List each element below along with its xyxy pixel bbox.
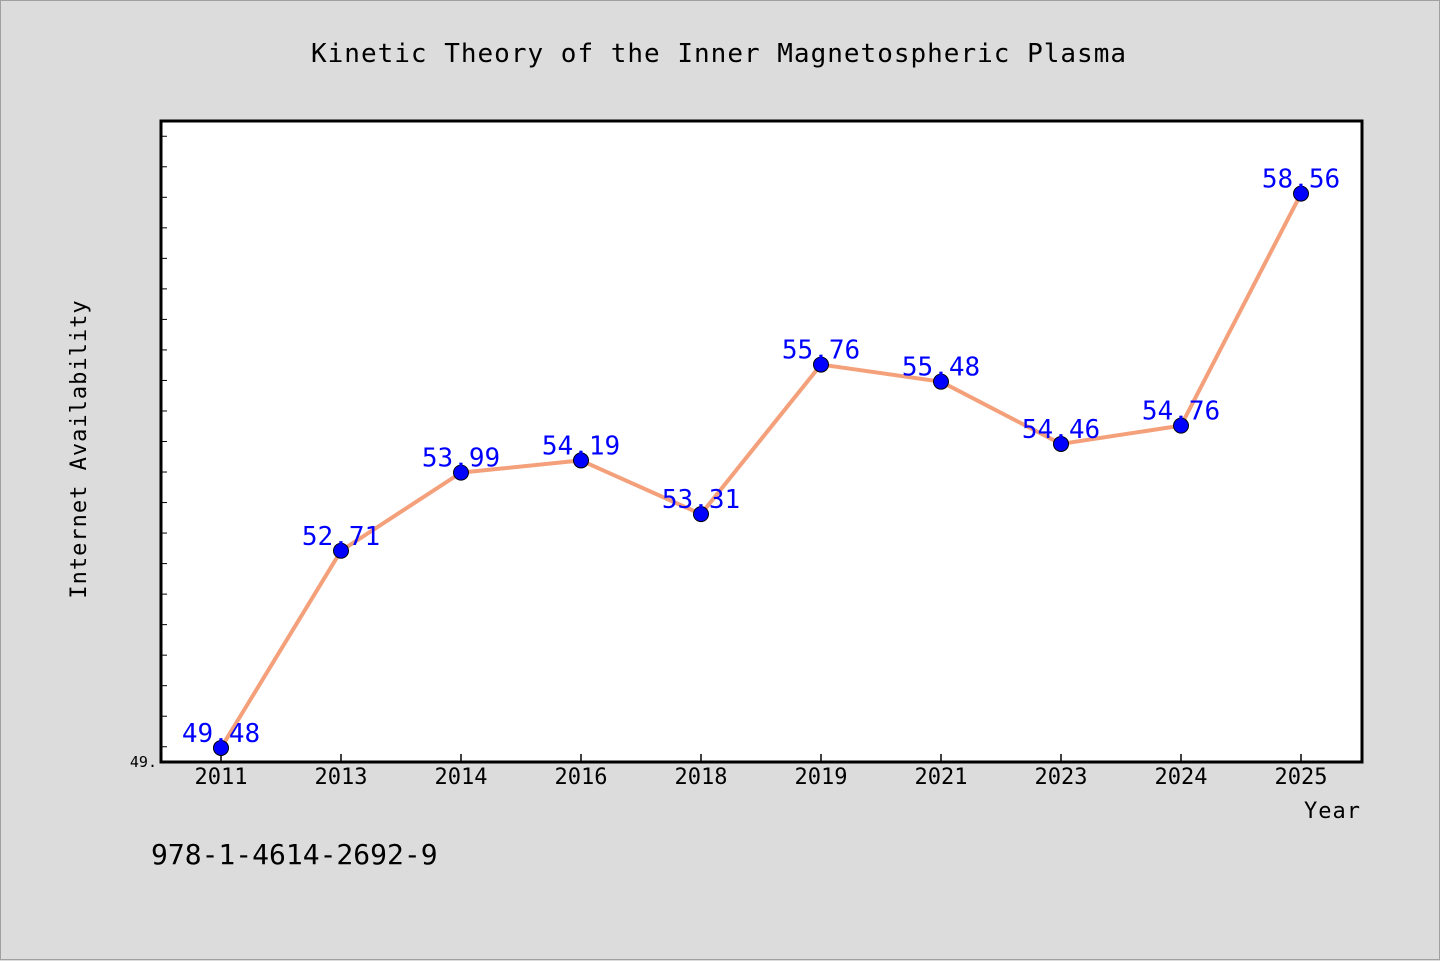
x-tick-label: 2024 bbox=[1155, 765, 1208, 790]
data-point bbox=[813, 356, 829, 373]
x-tick-label: 2014 bbox=[435, 765, 488, 790]
data-point bbox=[333, 542, 349, 559]
data-label: 54.46 bbox=[1022, 415, 1100, 445]
data-label: 54.19 bbox=[542, 431, 620, 461]
x-tick-label: 2023 bbox=[1035, 765, 1088, 790]
data-label: 49.48 bbox=[182, 719, 260, 749]
data-labels: 49.48 52.71 53.99 54.19 53.31 55.76 55.48 54.46… bbox=[182, 165, 1340, 749]
data-point bbox=[453, 464, 469, 481]
x-tick-label: 2021 bbox=[915, 765, 968, 790]
series-line bbox=[219, 192, 1303, 749]
x-tick-label: 2011 bbox=[195, 765, 248, 790]
y-axis-ticks bbox=[161, 135, 167, 748]
data-point bbox=[1293, 185, 1309, 202]
data-label: 54.76 bbox=[1142, 397, 1220, 427]
x-tick-label: 2013 bbox=[315, 765, 368, 790]
data-markers bbox=[213, 185, 1309, 756]
isbn-footer: 978-1-4614-2692-9 bbox=[151, 838, 438, 871]
data-point bbox=[1173, 417, 1189, 434]
series-line-group bbox=[219, 192, 1303, 749]
x-axis-label: Year bbox=[1304, 799, 1361, 824]
data-label: 55.76 bbox=[782, 336, 860, 366]
data-label: 52.71 bbox=[302, 522, 380, 552]
x-tick-label: 2016 bbox=[555, 765, 608, 790]
data-point bbox=[213, 739, 229, 756]
data-label: 53.31 bbox=[662, 485, 740, 515]
x-axis-ticks: 2011 2013 2014 2016 2018 2019 2021 2023 2024 2025 bbox=[195, 754, 1328, 790]
y-axis-label: Internet Availability bbox=[67, 299, 92, 598]
data-point bbox=[693, 506, 709, 523]
data-point bbox=[573, 452, 589, 469]
x-tick-label: 2025 bbox=[1275, 765, 1328, 790]
data-label: 53.99 bbox=[422, 444, 500, 474]
data-point bbox=[933, 373, 949, 390]
data-point bbox=[1053, 435, 1069, 452]
x-tick-label: 2018 bbox=[675, 765, 728, 790]
y-tick-label: 49. bbox=[130, 753, 157, 771]
data-label: 58.56 bbox=[1262, 165, 1340, 195]
data-label: 55.48 bbox=[902, 353, 980, 383]
x-tick-label: 2019 bbox=[795, 765, 848, 790]
chart-title: Kinetic Theory of the Inner Magnetospher… bbox=[311, 39, 1127, 69]
